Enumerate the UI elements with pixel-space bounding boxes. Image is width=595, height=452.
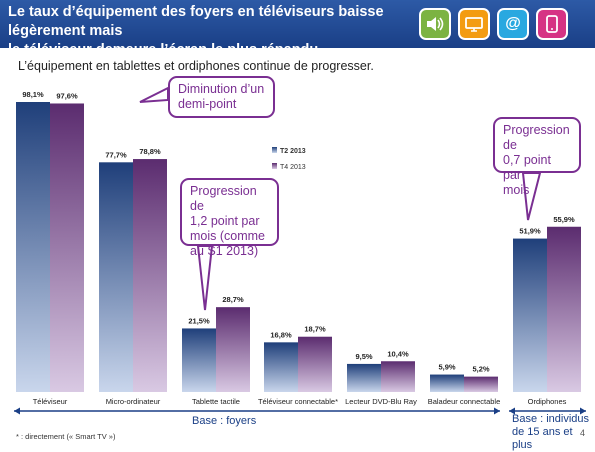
- value-label: 28,7%: [222, 295, 244, 304]
- callout-pointer: [196, 245, 214, 311]
- value-label: 16,8%: [270, 330, 292, 339]
- legend-label: T2 2013: [280, 148, 306, 155]
- category-label: Ordiphones: [528, 397, 567, 406]
- value-label: 10,4%: [387, 349, 409, 358]
- bar-t4-2: [216, 307, 250, 392]
- bar-t4-4: [381, 361, 415, 392]
- television-icon: [458, 8, 490, 40]
- value-label: 78,8%: [139, 147, 161, 156]
- callout-tv-decrease: Diminution d’un demi-point: [168, 76, 275, 118]
- bar-t4-5: [464, 376, 498, 392]
- base-individus-label: Base : individus de 15 ans et plus: [512, 413, 590, 451]
- bar-t2-1: [99, 162, 133, 392]
- category-label: Tablette tactile: [192, 397, 240, 406]
- bracket-arrowhead: [580, 407, 586, 415]
- value-label: 77,7%: [105, 150, 127, 159]
- callout-pointer: [139, 86, 169, 103]
- legend-swatch: [272, 147, 277, 153]
- bracket-arrowhead: [494, 407, 500, 415]
- tablet-icon: [536, 8, 568, 40]
- bracket-arrowhead: [14, 407, 20, 415]
- chart-subtitle: L’équipement en tablettes et ordiphones …: [18, 59, 374, 73]
- bar-t2-5: [430, 374, 464, 392]
- category-label: Micro-ordinateur: [106, 397, 161, 406]
- callout-tablet-growth: Progression de 1,2 point par mois (comme…: [180, 178, 279, 258]
- footnote: * : directement (« Smart TV »): [16, 432, 116, 441]
- bar-t4-0: [50, 103, 84, 392]
- speaker-icon: [419, 8, 451, 40]
- bar-t4-1: [133, 159, 167, 392]
- page-title: Le taux d’équipement des foyers en télév…: [8, 4, 384, 58]
- value-label: 97,6%: [56, 91, 78, 100]
- base-foyers-label: Base : foyers: [192, 415, 257, 427]
- at-sign-icon: @: [497, 8, 529, 40]
- callout-smartphone-growth: Progression de 0,7 point par mois: [493, 117, 581, 197]
- category-label: Téléviseur: [33, 397, 68, 406]
- bar-t4-6: [547, 226, 581, 392]
- category-label: Lecteur DVD-Blu Ray: [345, 397, 417, 406]
- bar-t2-2: [182, 328, 216, 392]
- bracket-arrowhead: [509, 407, 515, 415]
- category-label: Téléviseur connectable*: [258, 397, 338, 406]
- value-label: 55,9%: [553, 215, 575, 224]
- value-label: 18,7%: [304, 325, 326, 334]
- value-label: 5,9%: [438, 363, 455, 372]
- value-label: 98,1%: [22, 90, 44, 99]
- legend-swatch: [272, 163, 277, 169]
- legend-label: T4 2013: [280, 164, 306, 171]
- bar-t2-4: [347, 363, 381, 392]
- bar-t2-0: [16, 102, 50, 392]
- bar-t2-6: [513, 238, 547, 392]
- value-label: 21,5%: [188, 316, 210, 325]
- bar-t2-3: [264, 342, 298, 392]
- header-bar: Le taux d’équipement des foyers en télév…: [0, 0, 595, 58]
- page-number: 4: [580, 428, 586, 438]
- bar-t4-3: [298, 336, 332, 392]
- value-label: 9,5%: [355, 352, 372, 361]
- callout-pointer: [521, 172, 542, 221]
- value-label: 5,2%: [472, 365, 489, 374]
- category-label: Baladeur connectable: [428, 397, 501, 406]
- value-label: 51,9%: [519, 227, 541, 236]
